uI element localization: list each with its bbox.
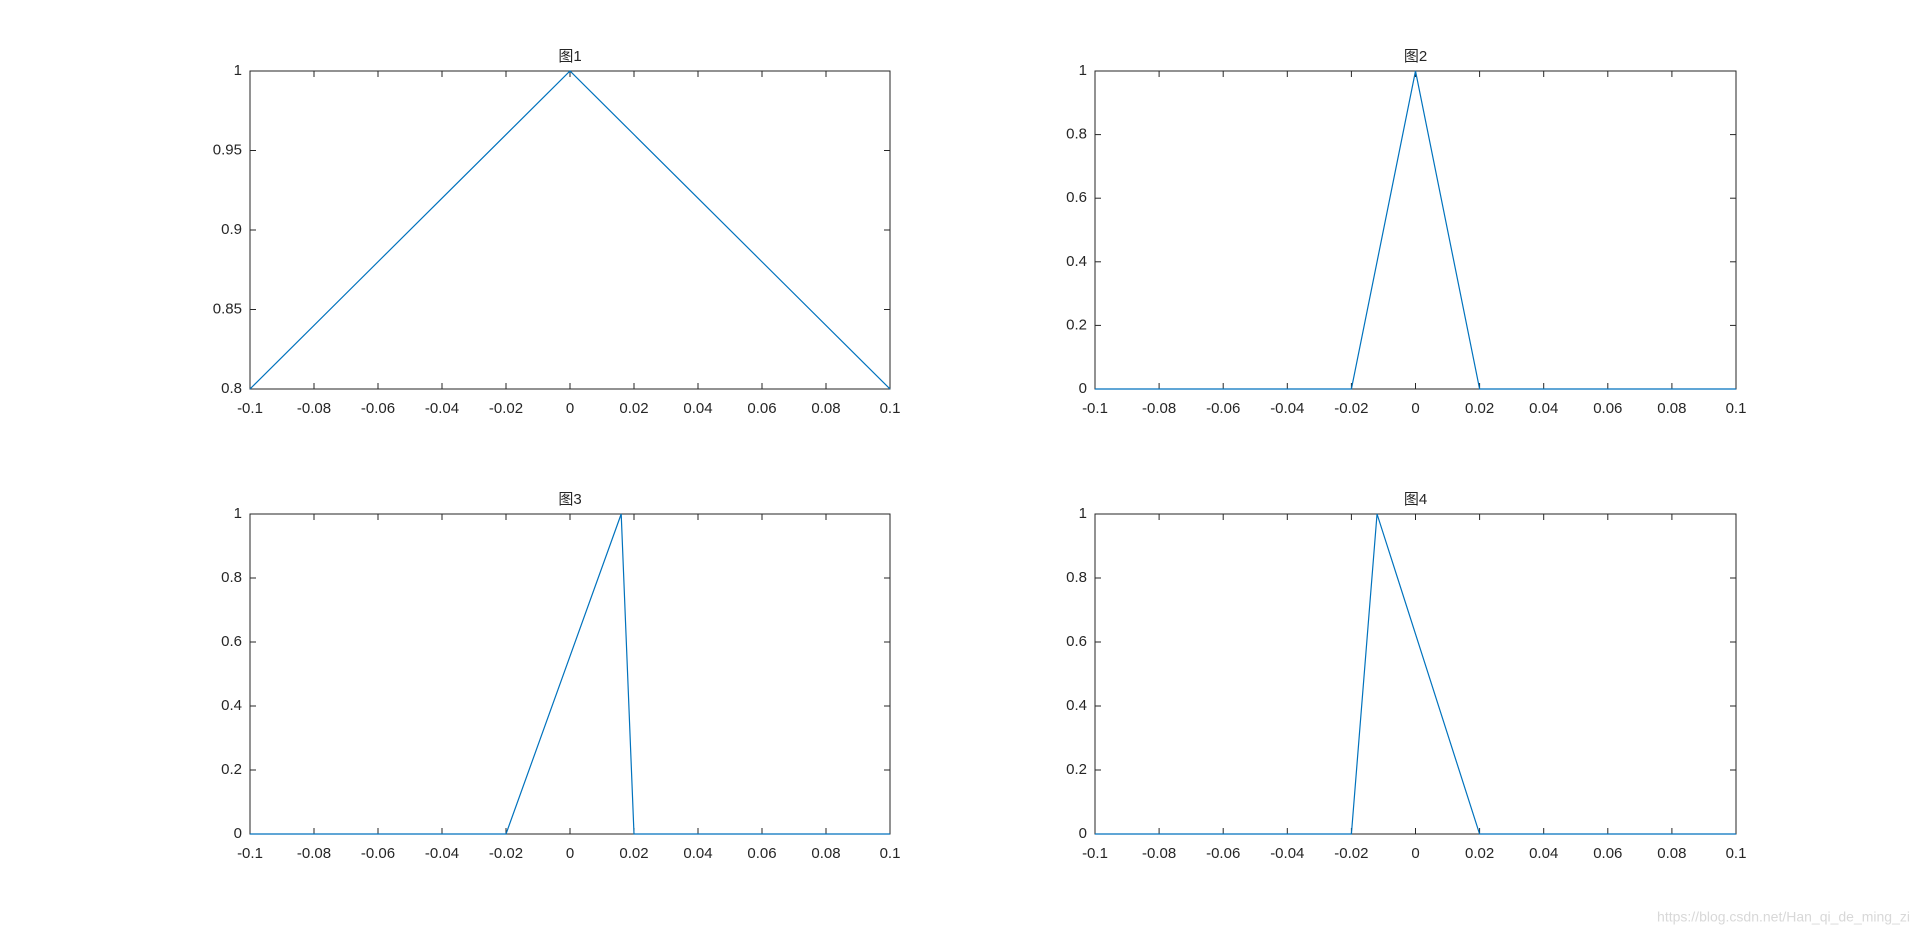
y-tick-label: 0.9	[221, 221, 242, 238]
x-tick-label: 0.04	[683, 845, 712, 862]
x-tick-label: -0.06	[361, 400, 395, 417]
y-tick-label: 1	[1079, 62, 1087, 79]
x-tick-label: -0.06	[1206, 400, 1240, 417]
x-tick-label: 0.06	[747, 845, 776, 862]
x-tick-label: -0.04	[425, 845, 459, 862]
y-tick-label: 0	[1079, 380, 1087, 397]
x-tick-label: 0.02	[619, 400, 648, 417]
x-tick-label: 0.06	[1593, 400, 1622, 417]
y-tick-label: 0.6	[1066, 189, 1087, 206]
x-tick-label: 0.08	[1657, 400, 1686, 417]
x-tick-label: 0.1	[1726, 400, 1747, 417]
x-tick-label: -0.1	[1082, 400, 1108, 417]
x-tick-label: -0.02	[1334, 400, 1368, 417]
data-line	[250, 513, 890, 835]
data-line	[1095, 70, 1736, 390]
y-tick-label: 0	[234, 825, 242, 842]
x-tick-label: 0.08	[811, 845, 840, 862]
y-tick-label: 0.8	[1066, 126, 1087, 143]
chart-title: 图1	[558, 48, 581, 65]
y-tick-label: 0.8	[221, 569, 242, 586]
y-tick-label: 0.8	[221, 380, 242, 397]
x-tick-label: 0.06	[747, 400, 776, 417]
y-tick-label: 0.6	[221, 633, 242, 650]
y-tick-label: 0.4	[1066, 253, 1087, 270]
x-tick-label: -0.02	[489, 845, 523, 862]
x-tick-label: -0.06	[361, 845, 395, 862]
x-tick-label: 0.1	[1726, 845, 1747, 862]
x-tick-label: -0.02	[489, 400, 523, 417]
x-tick-label: -0.08	[1142, 400, 1176, 417]
x-tick-label: -0.1	[237, 845, 263, 862]
x-tick-label: 0	[1411, 845, 1419, 862]
chart-title: 图4	[1404, 491, 1427, 508]
x-tick-label: -0.1	[1082, 845, 1108, 862]
x-tick-label: -0.02	[1334, 845, 1368, 862]
x-tick-label: 0	[1411, 400, 1419, 417]
x-tick-label: 0.02	[619, 845, 648, 862]
x-tick-label: 0.06	[1593, 845, 1622, 862]
x-tick-label: 0	[566, 400, 574, 417]
x-tick-label: 0	[566, 845, 574, 862]
x-tick-label: 0.02	[1465, 400, 1494, 417]
chart-title: 图2	[1404, 48, 1427, 65]
y-tick-label: 0.85	[213, 300, 242, 317]
data-line	[249, 70, 891, 390]
x-tick-label: -0.04	[1270, 400, 1304, 417]
y-tick-label: 0.4	[1066, 697, 1087, 714]
x-tick-label: 0.08	[811, 400, 840, 417]
x-tick-label: 0.04	[1529, 400, 1558, 417]
x-tick-label: 0.04	[1529, 845, 1558, 862]
x-tick-label: -0.06	[1206, 845, 1240, 862]
y-tick-label: 0.2	[1066, 761, 1087, 778]
y-tick-label: 0	[1079, 825, 1087, 842]
x-tick-label: -0.1	[237, 400, 263, 417]
x-tick-label: 0.04	[683, 400, 712, 417]
x-tick-label: 0.1	[880, 845, 901, 862]
y-tick-label: 0.2	[221, 761, 242, 778]
chart-title: 图3	[558, 491, 581, 508]
x-tick-label: 0.02	[1465, 845, 1494, 862]
x-tick-label: -0.08	[297, 400, 331, 417]
x-tick-label: -0.08	[1142, 845, 1176, 862]
x-tick-label: 0.1	[880, 400, 901, 417]
x-tick-label: -0.08	[297, 845, 331, 862]
y-tick-label: 0.95	[213, 141, 242, 158]
x-tick-label: -0.04	[425, 400, 459, 417]
y-tick-label: 1	[234, 505, 242, 522]
data-line	[1095, 513, 1736, 835]
y-tick-label: 0.4	[221, 697, 242, 714]
y-tick-label: 0.8	[1066, 569, 1087, 586]
y-tick-label: 1	[1079, 505, 1087, 522]
y-tick-label: 0.2	[1066, 316, 1087, 333]
y-tick-label: 0.6	[1066, 633, 1087, 650]
y-tick-label: 1	[234, 62, 242, 79]
x-tick-label: -0.04	[1270, 845, 1304, 862]
x-tick-label: 0.08	[1657, 845, 1686, 862]
watermark: https://blog.csdn.net/Han_qi_de_ming_zi	[1657, 909, 1910, 925]
